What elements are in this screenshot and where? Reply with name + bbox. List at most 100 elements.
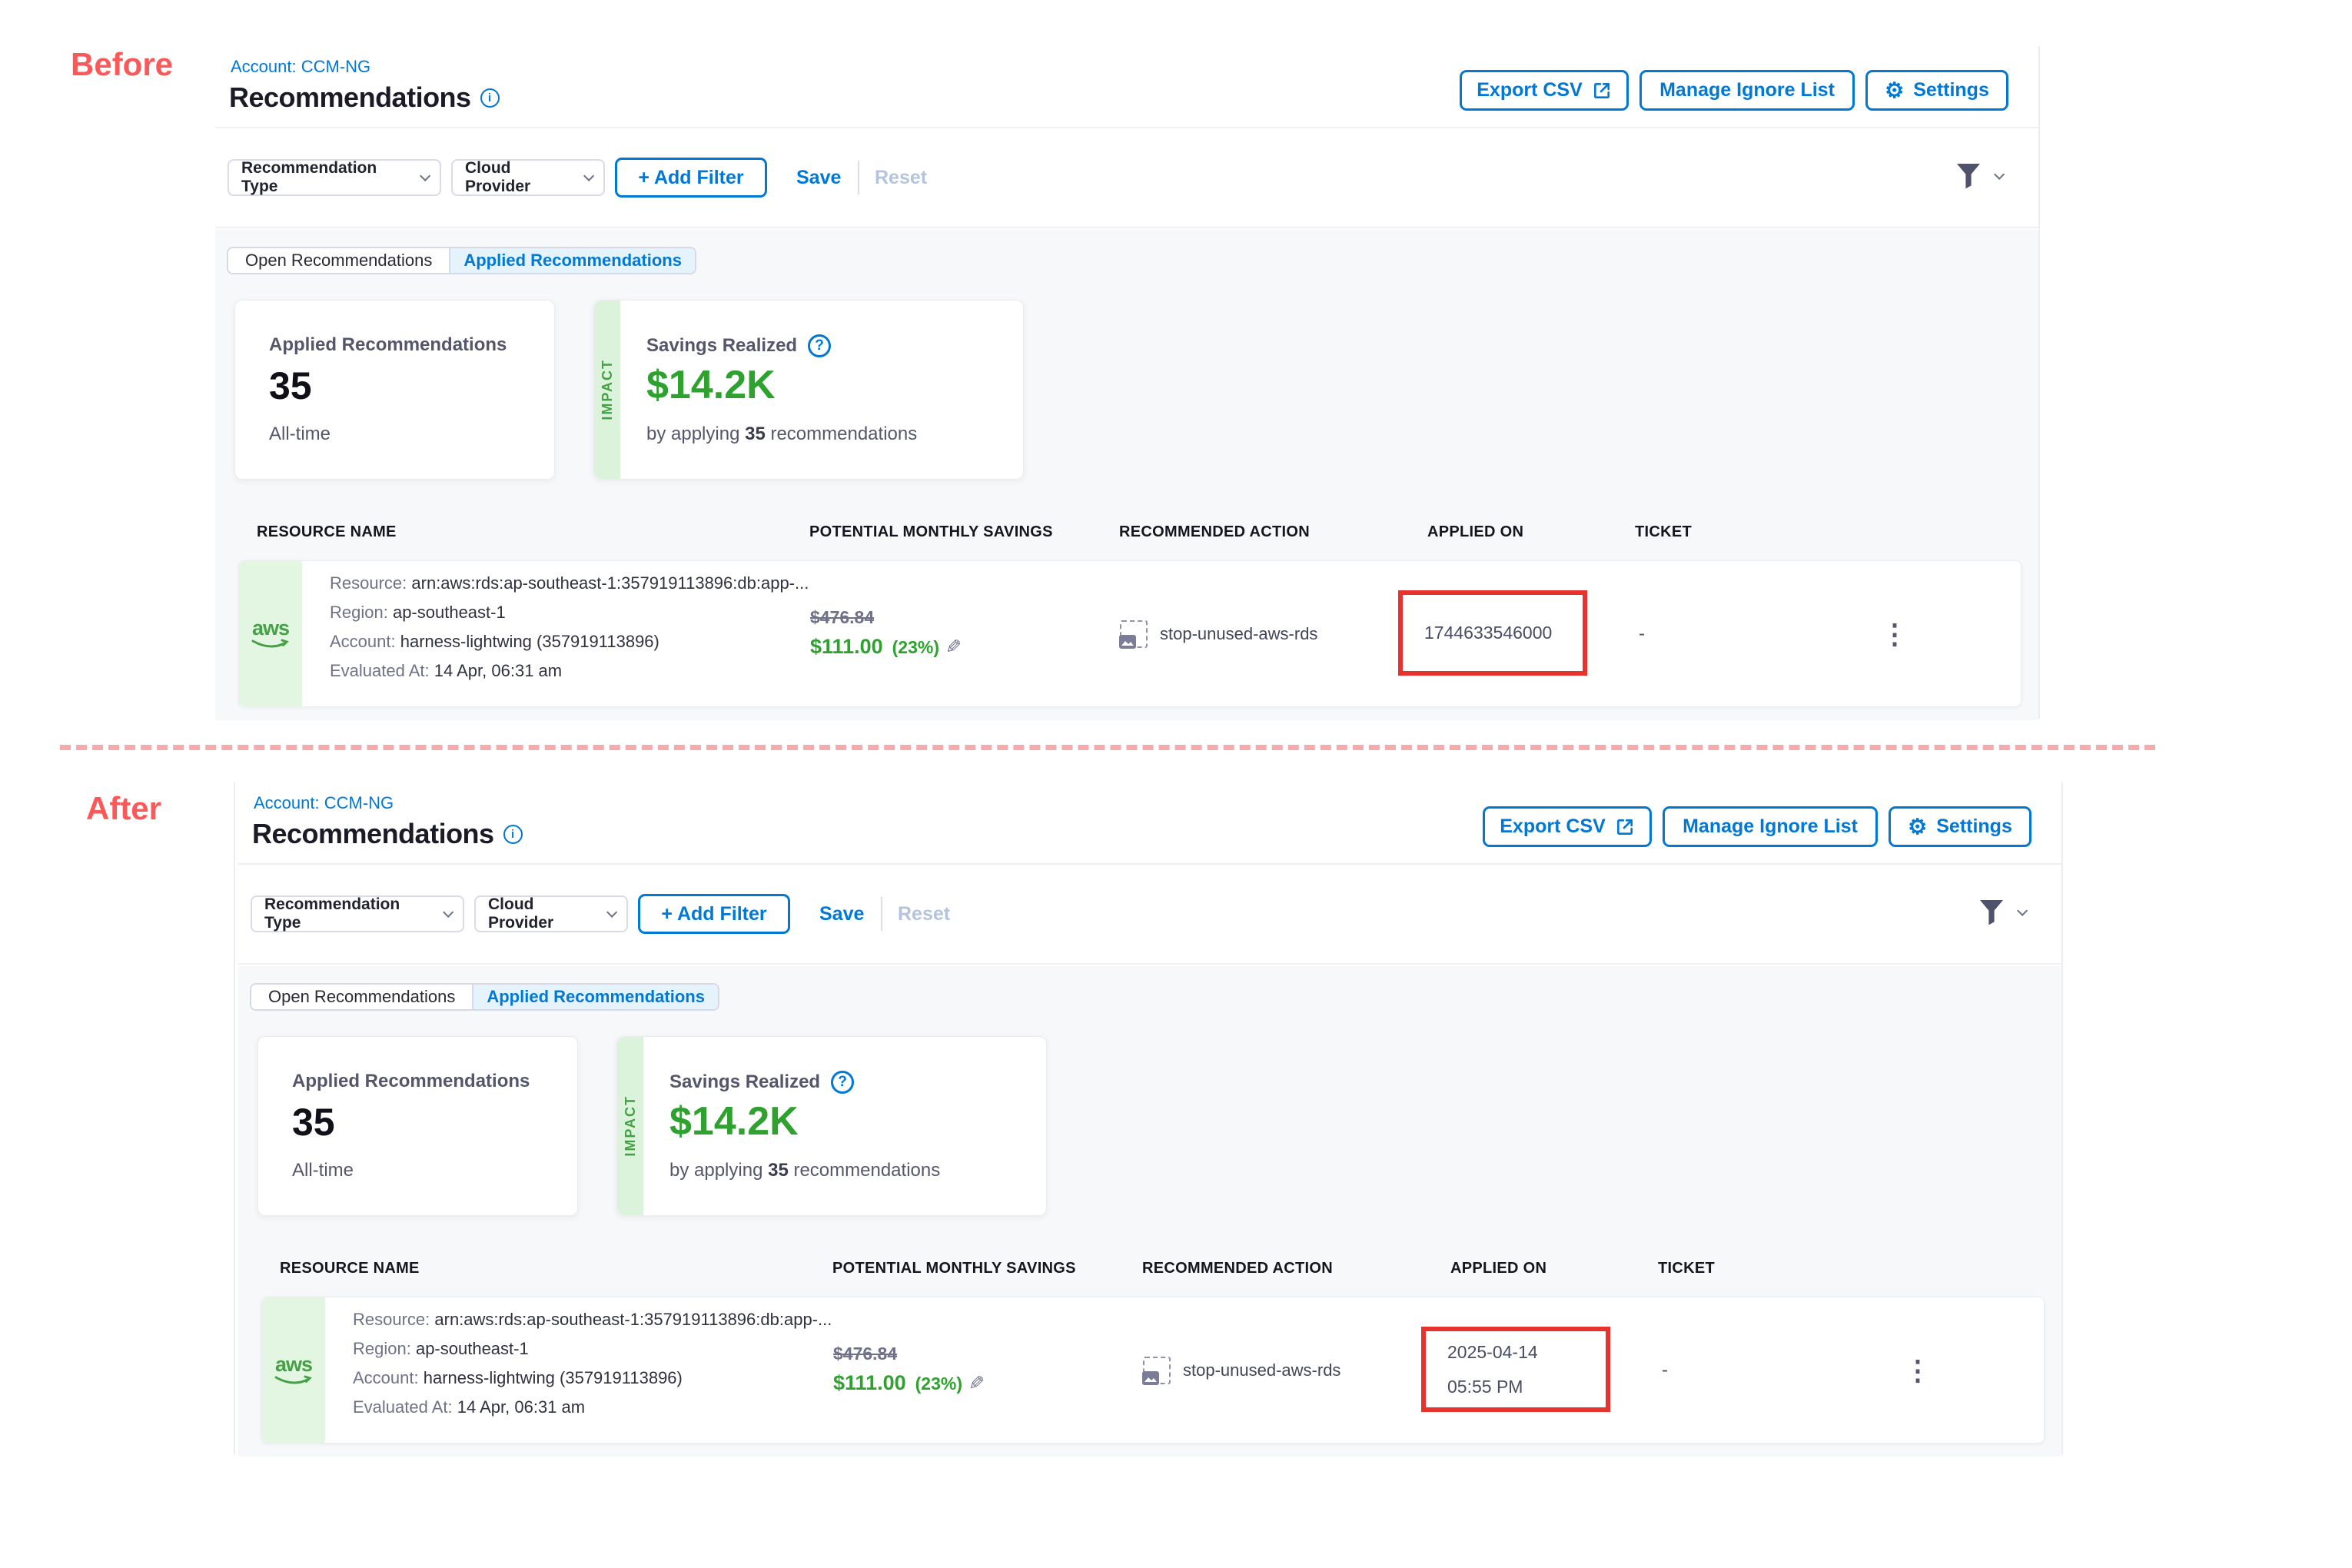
panel-right-edge	[2061, 782, 2063, 1455]
info-icon[interactable]: i	[503, 824, 523, 844]
tab-open-recommendations[interactable]: Open Recommendations	[251, 985, 473, 1009]
page-header: Account: CCM-NG Recommendations i Export…	[238, 782, 2061, 865]
recommendations-tabs: Open Recommendations Applied Recommendat…	[250, 983, 719, 1011]
recommendation-type-dropdown[interactable]: Recommendation Type	[228, 159, 441, 196]
manage-ignore-list-button[interactable]: Manage Ignore List	[1639, 70, 1855, 111]
impact-label: IMPACT	[622, 1095, 638, 1157]
action-type-icon	[1142, 1356, 1171, 1385]
account-breadcrumb[interactable]: Account: CCM-NG	[254, 793, 394, 812]
tab-applied-recommendations[interactable]: Applied Recommendations	[449, 248, 695, 273]
ticket-cell: -	[1662, 1359, 1668, 1380]
savings-realized-card: IMPACT Savings Realized ? $14.2K by appl…	[593, 300, 1024, 480]
account-breadcrumb[interactable]: Account: CCM-NG	[231, 57, 371, 76]
column-header-potential-savings: POTENTIAL MONTHLY SAVINGS	[809, 523, 1053, 540]
manage-ignore-list-button[interactable]: Manage Ignore List	[1663, 806, 1878, 847]
add-filter-button[interactable]: + Add Filter	[615, 158, 767, 198]
chevron-down-icon	[443, 906, 454, 918]
resource-details: Resource: arn:aws:rds:ap-southeast-1:357…	[330, 573, 809, 680]
applied-on-value: 1744633546000	[1424, 623, 1553, 643]
recommended-action-cell: stop-unused-aws-rds	[1119, 561, 1317, 706]
impact-label: IMPACT	[599, 359, 615, 420]
applied-on-highlight-box: 1744633546000	[1398, 590, 1587, 676]
settings-button[interactable]: ⚙ Settings	[1865, 70, 2008, 111]
funnel-icon	[1980, 900, 2003, 925]
cloud-provider-dropdown[interactable]: Cloud Provider	[451, 159, 605, 196]
after-label: After	[86, 790, 162, 826]
column-header-ticket: TICKET	[1658, 1260, 1716, 1277]
kebab-menu-icon[interactable]: ⋮	[1904, 1354, 1932, 1386]
after-section: Account: CCM-NG Recommendations i Export…	[234, 782, 2098, 1459]
before-after-divider	[60, 745, 2155, 750]
provider-strip: aws	[239, 561, 302, 706]
before-section: Account: CCM-NG Recommendations i Export…	[215, 46, 2075, 723]
applied-recommendations-card: Applied Recommendations 35 All-time	[234, 300, 555, 480]
settings-button[interactable]: ⚙ Settings	[1889, 806, 2031, 847]
card-title: Savings Realized ?	[646, 334, 832, 357]
applied-count: 35	[269, 364, 312, 407]
aws-logo: aws	[251, 618, 291, 649]
chevron-down-icon	[583, 170, 595, 181]
applied-count: 35	[292, 1101, 335, 1144]
provider-strip: aws	[262, 1297, 325, 1443]
filter-funnel-button[interactable]	[1977, 897, 2028, 928]
kebab-menu-icon[interactable]: ⋮	[1881, 617, 1909, 649]
potential-savings-cell: $476.84 $111.00 (23%) ✎	[833, 1340, 985, 1400]
export-csv-button[interactable]: Export CSV	[1460, 70, 1629, 111]
applied-on-highlight-box: 2025-04-14 05:55 PM	[1421, 1327, 1610, 1412]
recommendations-tabs: Open Recommendations Applied Recommendat…	[227, 247, 696, 274]
gear-icon: ⚙	[1908, 814, 1928, 839]
card-subtitle: All-time	[269, 424, 331, 444]
column-header-resource-name: RESOURCE NAME	[257, 523, 397, 540]
impact-strip: IMPACT	[594, 301, 620, 479]
before-label: Before	[71, 46, 174, 82]
edit-pencil-icon[interactable]: ✎	[968, 1373, 985, 1394]
filter-funnel-button[interactable]	[1954, 161, 2005, 191]
export-csv-button[interactable]: Export CSV	[1483, 806, 1652, 847]
column-header-applied-on: APPLIED ON	[1427, 523, 1524, 540]
applied-on-value: 2025-04-14	[1447, 1341, 1538, 1362]
ticket-cell: -	[1639, 623, 1645, 644]
tab-applied-recommendations[interactable]: Applied Recommendations	[472, 985, 718, 1009]
save-filter-link[interactable]: Save	[819, 903, 865, 925]
chevron-down-icon	[2017, 905, 2028, 916]
reset-filter-link[interactable]: Reset	[875, 167, 928, 188]
card-subtitle: by applying 35 recommendations	[669, 1160, 941, 1181]
filter-bar: Recommendation Type Cloud Provider + Add…	[215, 130, 2038, 228]
recommended-action-cell: stop-unused-aws-rds	[1142, 1297, 1340, 1443]
column-header-ticket: TICKET	[1635, 523, 1693, 540]
savings-amount: $14.2K	[646, 363, 776, 407]
column-header-potential-savings: POTENTIAL MONTHLY SAVINGS	[832, 1260, 1076, 1277]
add-filter-button[interactable]: + Add Filter	[638, 894, 790, 934]
card-title: Applied Recommendations	[292, 1071, 530, 1091]
column-header-applied-on: APPLIED ON	[1450, 1260, 1547, 1277]
help-icon[interactable]: ?	[831, 1071, 855, 1094]
funnel-icon	[1957, 164, 1980, 189]
save-filter-link[interactable]: Save	[796, 167, 842, 188]
gear-icon: ⚙	[1885, 78, 1905, 102]
reset-filter-link[interactable]: Reset	[898, 903, 951, 925]
chevron-down-icon	[606, 906, 618, 918]
recommendation-type-dropdown[interactable]: Recommendation Type	[251, 895, 464, 932]
divider	[858, 161, 859, 194]
table-row[interactable]: aws Resource: arn:aws:rds:ap-southeast-1…	[238, 560, 2021, 707]
card-subtitle: by applying 35 recommendations	[646, 424, 918, 444]
card-title: Savings Realized ?	[669, 1071, 855, 1094]
content-area: Open Recommendations Applied Recommendat…	[215, 230, 2038, 720]
content-area: Open Recommendations Applied Recommendat…	[238, 966, 2061, 1457]
edit-pencil-icon[interactable]: ✎	[945, 636, 962, 658]
info-icon[interactable]: i	[480, 88, 500, 108]
external-link-icon	[1616, 819, 1633, 835]
help-icon[interactable]: ?	[808, 334, 832, 357]
applied-recommendations-card: Applied Recommendations 35 All-time	[257, 1036, 578, 1216]
impact-strip: IMPACT	[617, 1037, 643, 1215]
card-title: Applied Recommendations	[269, 334, 507, 355]
table-row[interactable]: aws Resource: arn:aws:rds:ap-southeast-1…	[261, 1297, 2045, 1443]
external-link-icon	[1593, 82, 1610, 98]
column-header-recommended-action: RECOMMENDED ACTION	[1119, 523, 1310, 540]
page-title: Recommendations	[252, 818, 494, 849]
cloud-provider-dropdown[interactable]: Cloud Provider	[474, 895, 628, 932]
aws-logo: aws	[274, 1354, 314, 1386]
potential-savings-cell: $476.84 $111.00 (23%) ✎	[810, 604, 962, 663]
page-header: Account: CCM-NG Recommendations i Export…	[215, 46, 2038, 128]
tab-open-recommendations[interactable]: Open Recommendations	[228, 248, 450, 273]
